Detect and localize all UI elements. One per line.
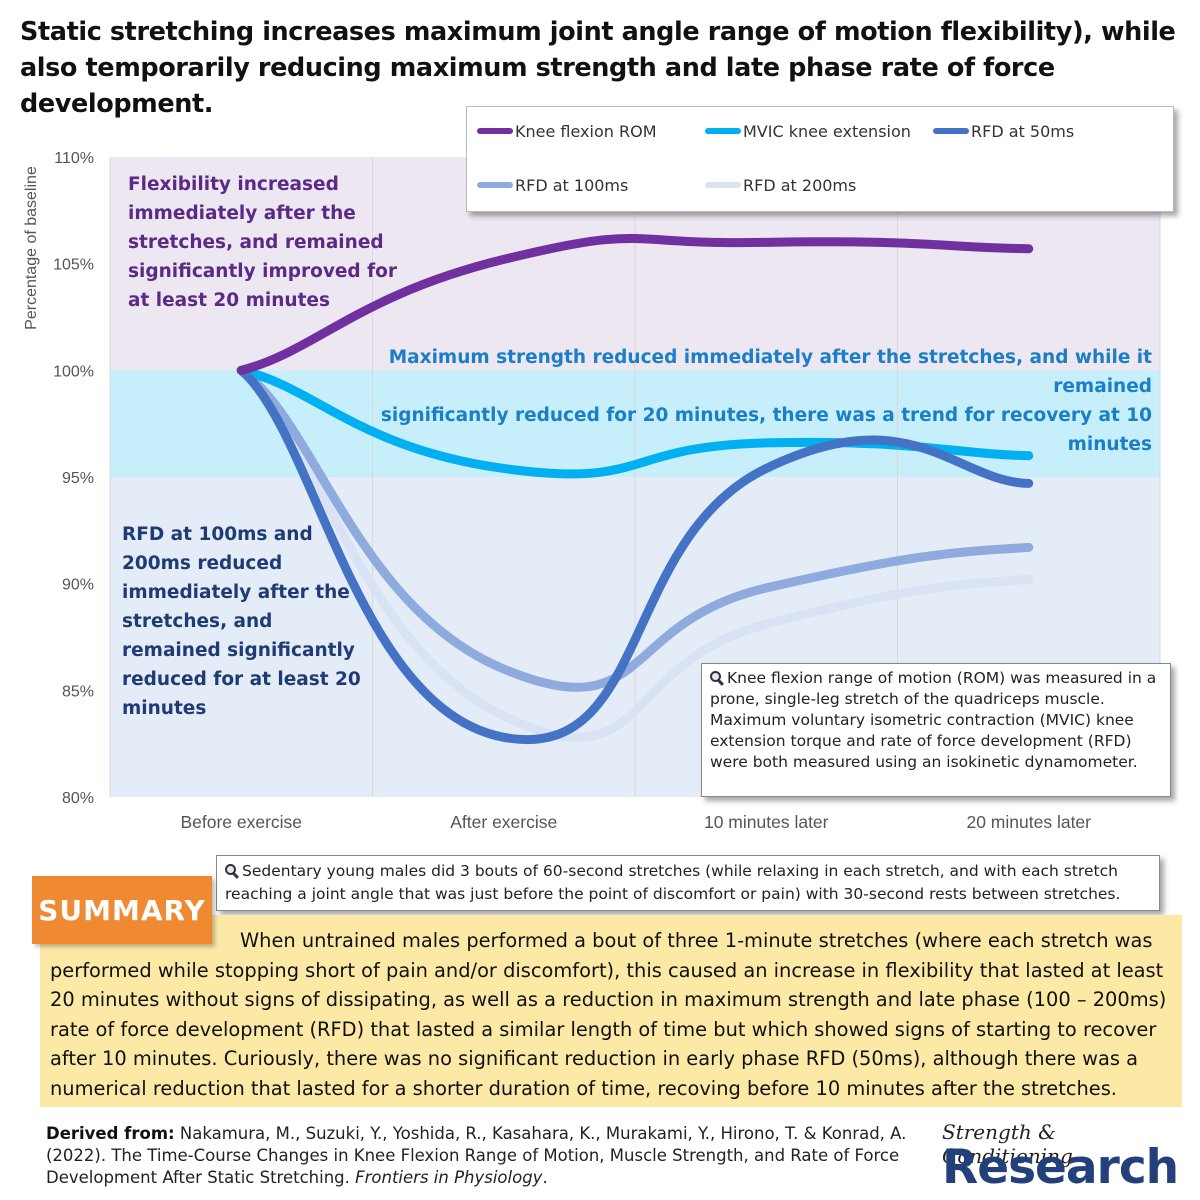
legend-label: Knee flexion ROM [515,121,657,141]
subjects-note: Sedentary young males did 3 bouts of 60-… [216,855,1160,911]
legend-item: MVIC knee extension [705,119,911,143]
magnifier-icon [225,864,238,877]
y-tick-label: 90% [62,577,94,594]
x-tick-label: 10 minutes later [704,812,829,832]
legend-item: Knee flexion ROM [477,119,657,143]
chart-legend: Knee flexion ROM MVIC knee extension RFD a… [466,106,1174,212]
logo-tagline: Strength & Conditioning [942,1120,1073,1168]
summary-box: When untrained males performed a bout of… [40,915,1182,1107]
page-title: Static stretching increases maximum join… [20,17,1176,119]
series-line-rfd-at-200ms [236,365,1034,742]
legend-item: RFD at 100ms [477,173,628,197]
logo-wordmark: Research [942,1140,1179,1195]
legend-swatch [933,128,969,134]
flexibility-annotation: Flexibility increased immediately after … [128,174,397,311]
y-axis-label: Percentage of baseline [23,166,40,330]
rom-method-note: Knee flexion range of motion (ROM) was m… [701,663,1171,797]
legend-swatch [705,182,741,188]
citation-text: Nakamura, M., Suzuki, Y., Yoshida, R., K… [46,1124,907,1187]
y-tick-label: 105% [53,257,94,274]
legend-item: RFD at 50ms [933,119,1074,143]
series-line-knee-flexion-rom [236,233,1034,375]
legend-label: RFD at 50ms [971,121,1075,141]
x-tick-label: 20 minutes later [966,812,1091,832]
x-tick-label: Before exercise [180,812,302,832]
y-tick-label: 100% [53,363,94,380]
citation-label: Derived from: [46,1124,175,1143]
magnifier-icon [710,671,723,684]
summary-text: When untrained males performed a bout of… [50,929,1167,1100]
strength-annotation-line-2: significantly reduced for 20 minutes, th… [380,405,1152,455]
strength-annotation: Maximum strength reduced immediately aft… [340,343,1152,459]
legend-item: RFD at 200ms [705,173,856,197]
legend-label: RFD at 100ms [515,175,629,195]
summary-badge: SUMMARY [32,876,212,944]
y-tick-label: 80% [62,790,94,807]
citation: Derived from: Nakamura, M., Suzuki, Y., … [46,1123,936,1189]
y-tick-label: 95% [62,470,94,487]
citation-journal: Frontiers in Physiology [355,1168,543,1187]
y-tick-label: 85% [62,683,94,700]
series-line-rfd-at-50ms [236,365,1034,744]
citation-end: . [542,1168,548,1187]
x-tick-label: After exercise [450,812,557,832]
legend-swatch [705,128,741,134]
legend-label: MVIC knee extension [743,121,911,141]
legend-label: RFD at 200ms [743,175,857,195]
y-tick-label: 110% [54,150,94,167]
strength-annotation-line-1: Maximum strength reduced immediately aft… [388,347,1152,397]
rfd-annotation: RFD at 100ms and 200ms reduced immediate… [122,524,361,719]
legend-swatch [477,182,513,188]
rom-method-text: Knee flexion range of motion (ROM) was m… [710,669,1157,771]
legend-swatch [477,128,513,134]
subjects-text: Sedentary young males did 3 bouts of 60-… [225,862,1121,903]
